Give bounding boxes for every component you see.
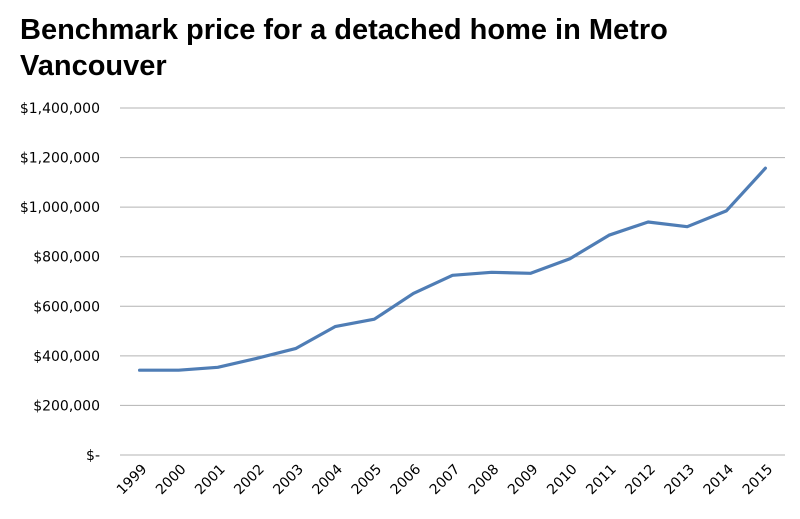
x-tick-label: 2000 [153,462,190,499]
x-tick-label: 2002 [231,462,268,499]
y-tick-label: $800,000 [33,250,100,266]
x-tick-label: 2013 [662,462,699,499]
x-tick-label: 2009 [505,462,542,499]
y-axis-tick-labels: $- $200,000 $400,000 $600,000 $800,000 $1,000… [20,101,100,464]
x-tick-label: 2005 [349,462,386,499]
y-tick-label: $- [86,448,100,464]
x-tick-label: 2012 [622,462,659,499]
x-tick-label: 2007 [427,462,464,499]
x-tick-label: 1999 [114,462,151,499]
chart-title: Benchmark price for a detached home in M… [20,14,668,82]
x-axis-tick-labels: 1999 2000 2001 2002 2003 2004 2005 2006 2007 2008… [114,461,776,498]
gridlines [120,107,785,456]
y-tick-label: $400,000 [33,349,100,365]
y-tick-label: $1,000,000 [20,200,100,216]
x-tick-label: 2010 [544,462,581,499]
x-tick-label: 2006 [388,461,425,498]
y-tick-label: $1,400,000 [20,101,100,117]
x-tick-label: 2008 [466,462,503,499]
x-tick-label: 2011 [583,462,620,499]
x-tick-label: 2014 [701,461,738,498]
x-tick-label: 2004 [309,461,346,498]
x-tick-label: 2001 [192,462,229,499]
y-tick-label: $200,000 [33,398,100,414]
x-tick-label: 2015 [740,462,777,499]
y-tick-label: $600,000 [33,299,100,315]
x-tick-label: 2003 [270,462,307,499]
y-tick-label: $1,200,000 [20,151,100,167]
price-series-line [138,166,767,372]
